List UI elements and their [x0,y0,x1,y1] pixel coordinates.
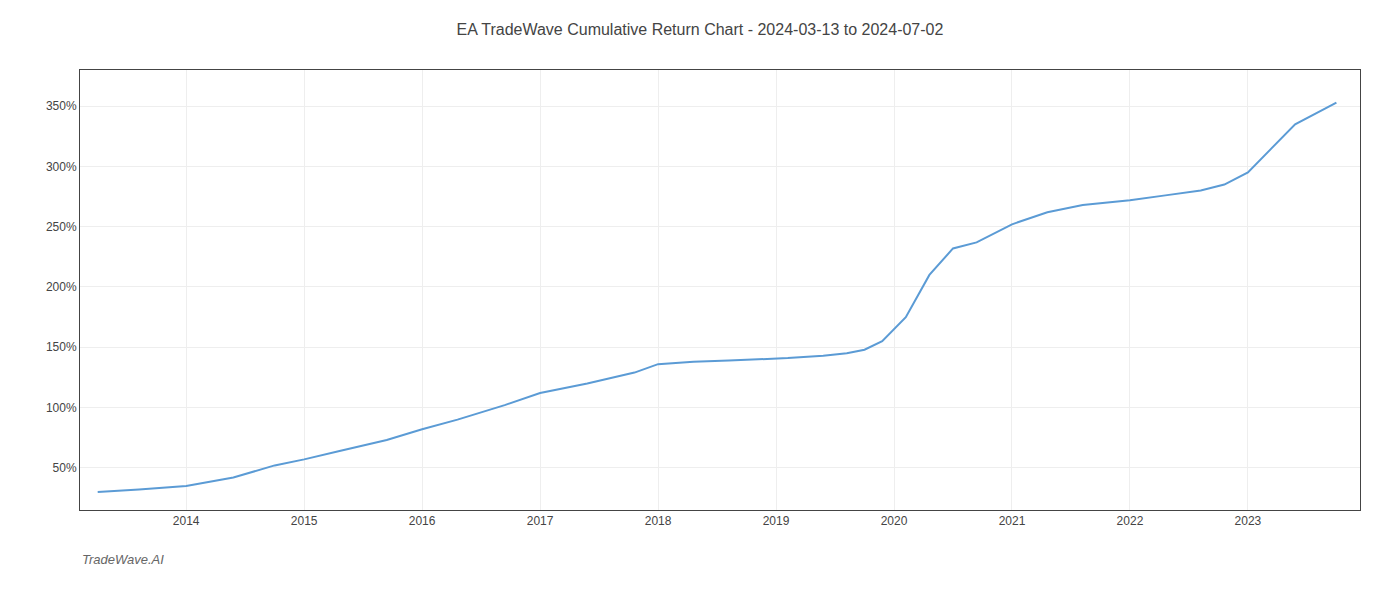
svg-text:2014: 2014 [173,514,200,528]
svg-text:350%: 350% [46,99,77,113]
svg-text:2015: 2015 [291,514,318,528]
svg-text:100%: 100% [46,401,77,415]
svg-text:2023: 2023 [1235,514,1262,528]
svg-text:50%: 50% [53,461,77,475]
svg-text:200%: 200% [46,280,77,294]
svg-text:300%: 300% [46,160,77,174]
svg-text:2017: 2017 [527,514,554,528]
svg-text:2021: 2021 [999,514,1026,528]
svg-text:250%: 250% [46,220,77,234]
svg-text:2022: 2022 [1117,514,1144,528]
svg-text:TradeWave.AI: TradeWave.AI [82,552,164,567]
svg-text:2018: 2018 [645,514,672,528]
svg-text:2020: 2020 [881,514,908,528]
svg-text:EA TradeWave Cumulative Return: EA TradeWave Cumulative Return Chart - 2… [457,21,944,38]
svg-text:2019: 2019 [763,514,790,528]
svg-text:2016: 2016 [409,514,436,528]
svg-text:150%: 150% [46,340,77,354]
